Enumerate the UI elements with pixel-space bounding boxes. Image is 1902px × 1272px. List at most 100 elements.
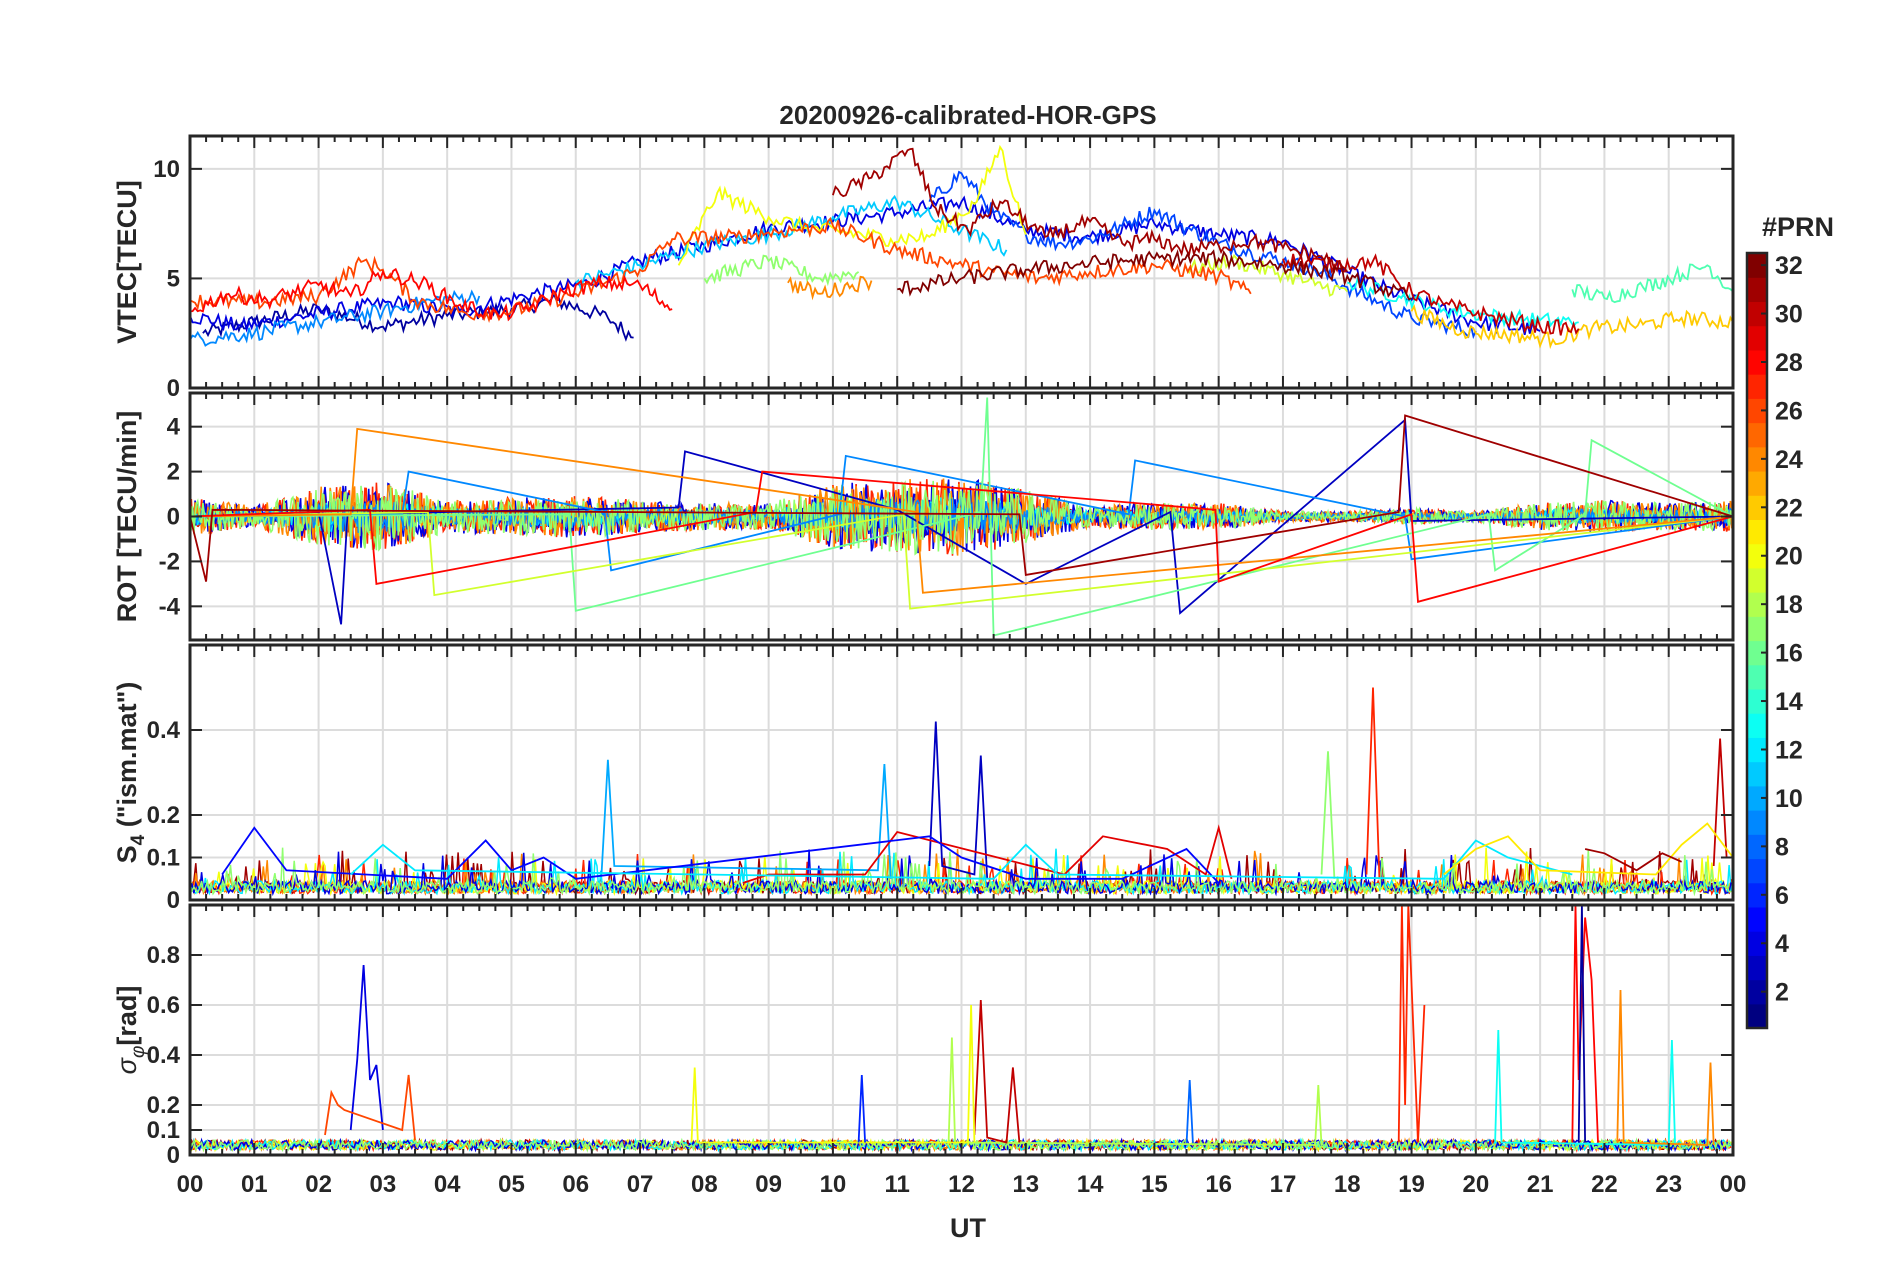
sigma_phi-series-prn-6 — [857, 1074, 866, 1143]
x-tick-label: 00 — [1720, 1171, 1747, 1198]
sigma_phi-y-tick-label: 0.1 — [147, 1117, 180, 1144]
sigma_phi-series-prn-2 — [1577, 905, 1586, 1143]
x-tick-label: 21 — [1527, 1171, 1554, 1198]
x-tick-label: 01 — [241, 1171, 268, 1198]
colorbar-segment — [1747, 519, 1767, 545]
x-tick-label: 22 — [1591, 1171, 1618, 1198]
vtec-y-tick-label: 10 — [153, 156, 180, 183]
x-tick-label: 15 — [1141, 1171, 1168, 1198]
colorbar-tick-label: 4 — [1775, 930, 1789, 958]
colorbar-segment — [1747, 713, 1767, 738]
vtec-y-axis-label: VTEC[TECU] — [112, 180, 142, 344]
s4-y-tick-label: 0.4 — [147, 717, 181, 744]
colorbar-segment — [1747, 470, 1767, 496]
colorbar-segment — [1747, 955, 1767, 981]
s4-ticks — [189, 645, 1734, 901]
s4-series-prn-21 — [1443, 822, 1733, 876]
sigma_phi-grid — [189, 905, 1734, 1156]
sigma_phi-y-tick-label: 0.2 — [147, 1092, 180, 1119]
colorbar-tick-label: 30 — [1775, 301, 1803, 329]
colorbar-segment — [1747, 737, 1767, 763]
sigma_phi-ticks — [189, 905, 1734, 1156]
s4-y-axis-label: S4 ("ism.mat") — [112, 682, 149, 864]
sigma_phi-series-prn-18 — [947, 1037, 1323, 1146]
vtec-panel: 0 5 10 VTEC[TECU] — [112, 134, 1735, 402]
s4-series-prn-31 — [1584, 848, 1682, 872]
rot-y-axis-label: ROT [TECU/min] — [112, 411, 142, 622]
sigma_phi-series-prn-20 — [690, 1004, 976, 1144]
colorbar-tick-label: 16 — [1775, 640, 1803, 668]
sigma_phi-y-tick-label: 0.8 — [147, 942, 180, 969]
rot-series-prn-3 — [190, 418, 1733, 625]
rot-series-prn-24 — [190, 427, 1733, 594]
s4-series-prn-10 — [600, 759, 892, 879]
colorbar-tick-label: 26 — [1775, 397, 1803, 425]
sigma_phi-y-tick-label: 0.6 — [147, 992, 180, 1019]
s4-series-prn-12 — [350, 839, 1573, 880]
colorbar-segment — [1747, 664, 1767, 690]
vtec-series-prn-20 — [677, 144, 1027, 266]
x-tick-label: 10 — [820, 1171, 847, 1198]
colorbar-segment — [1747, 906, 1767, 932]
colorbar-segment — [1747, 834, 1767, 860]
colorbar-tick-label: 10 — [1775, 785, 1803, 813]
x-tick-label: 19 — [1398, 1171, 1425, 1198]
colorbar-tick-label: 24 — [1775, 446, 1803, 474]
s4-series-prn-29 — [742, 824, 1233, 884]
rot-series-prn-31 — [190, 414, 1733, 582]
vtec-series-prn-9 — [190, 289, 481, 347]
sigma_phi-series-prn-30 — [973, 999, 1021, 1144]
colorbar-segment — [1747, 325, 1767, 351]
x-tick-label: 06 — [562, 1171, 589, 1198]
vtec-series-group — [190, 144, 1733, 350]
vtec-series-prn-30 — [1282, 253, 1580, 336]
vtec-y-tick-label: 5 — [167, 265, 180, 292]
colorbar-segment — [1747, 398, 1767, 424]
colorbar-segment — [1747, 616, 1767, 642]
rot-y-tick-label: 4 — [167, 414, 181, 441]
colorbar-tick-label: 14 — [1775, 688, 1803, 716]
x-tick-label: 11 — [885, 1171, 910, 1198]
s4-series-prn-30 — [1712, 738, 1728, 867]
vtec-series-prn-2 — [202, 292, 634, 342]
x-tick-label: 02 — [305, 1171, 332, 1198]
vtec-series-prn-15 — [1571, 263, 1733, 304]
colorbar-segment — [1747, 882, 1767, 908]
colorbar-segment — [1747, 349, 1767, 375]
chart-title: 20200926-calibrated-HOR-GPS — [779, 100, 1156, 130]
s4-y-tick-label: 0 — [167, 887, 180, 914]
colorbar-segment — [1747, 277, 1767, 303]
colorbar-segment — [1747, 543, 1767, 569]
x-tick-label: 17 — [1270, 1171, 1297, 1198]
x-tick-label: 23 — [1655, 1171, 1682, 1198]
vtec-series-prn-19 — [1185, 253, 1349, 297]
colorbar-segment — [1747, 374, 1767, 399]
vtec-series-prn-7 — [928, 170, 1477, 340]
x-tick-label: 20 — [1462, 1171, 1489, 1198]
vtec-series-prn-24 — [787, 275, 873, 301]
s4-series-prn-5 — [221, 826, 1220, 884]
colorbar-tick-label: 12 — [1775, 736, 1803, 764]
colorbar-segment — [1747, 567, 1767, 593]
sigma_phi-y-tick-label: 0 — [167, 1142, 180, 1169]
colorbar-segment — [1747, 253, 1767, 278]
rot-y-tick-label: 0 — [167, 504, 180, 531]
sigma_phi-series-prn-28 — [1571, 905, 1599, 1143]
vtec-series-prn-13 — [1347, 276, 1579, 328]
sigma_phi-series-prn-8 — [1185, 1079, 1194, 1146]
sigma_phi-y-tick-label: 0.4 — [147, 1042, 181, 1069]
colorbar-segment — [1747, 761, 1767, 787]
vtec-series-prn-26 — [190, 216, 1252, 323]
rot-series-group — [190, 397, 1733, 637]
colorbar-label: #PRN — [1762, 212, 1834, 242]
vtec-series-prn-32 — [896, 249, 1412, 301]
x-tick-label: 07 — [627, 1171, 654, 1198]
colorbar-segment — [1747, 785, 1767, 811]
x-tick-label: 09 — [755, 1171, 782, 1198]
s4-y-tick-label: 0.2 — [147, 802, 180, 829]
x-tick-label: 13 — [1012, 1171, 1039, 1198]
rot-y-tick-label: -4 — [159, 593, 181, 620]
vtec-y-tick-label: 0 — [167, 375, 180, 402]
